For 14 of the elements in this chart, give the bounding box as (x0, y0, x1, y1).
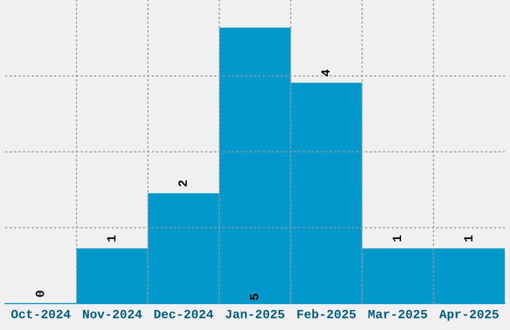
data-label: 1 (107, 235, 116, 242)
x-tick-label: Jan-2025 (226, 310, 284, 318)
x-tick-label: Mar-2025 (368, 310, 428, 318)
data-label: 1 (464, 235, 472, 242)
x-tick-label: Oct-2024 (11, 310, 70, 318)
data-label: 0 (36, 290, 44, 297)
data-label: 2 (178, 180, 187, 186)
x-tick-label: Dec-2024 (154, 310, 214, 318)
x-tick-label: Feb-2025 (297, 309, 356, 318)
data-label: 4 (321, 70, 330, 76)
x-tick-label: Nov-2024 (83, 310, 142, 318)
x-tick-label: Apr-2025 (439, 310, 499, 321)
data-label: 5 (250, 294, 258, 300)
data-label: 1 (392, 235, 402, 242)
